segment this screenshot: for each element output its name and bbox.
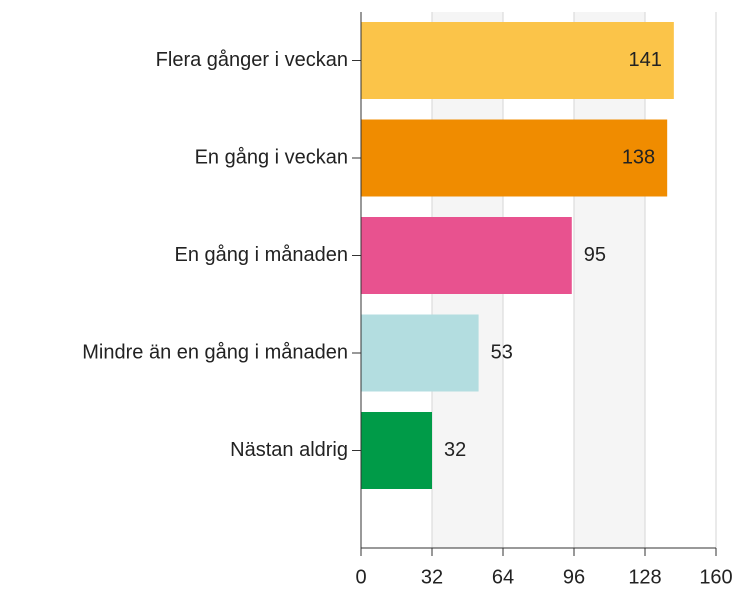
x-tick-label: 64	[492, 566, 514, 588]
bar	[361, 22, 674, 99]
value-label: 32	[444, 439, 466, 461]
bar	[361, 119, 668, 197]
x-tick-label: 160	[699, 566, 732, 588]
value-label: 95	[584, 244, 606, 266]
value-label: 138	[622, 146, 655, 168]
bar	[361, 217, 572, 294]
bar	[361, 314, 479, 392]
y-tick-label: Flera gånger i veckan	[156, 49, 348, 71]
bar	[361, 412, 432, 489]
x-tick-label: 0	[355, 566, 366, 588]
y-tick-label: Nästan aldrig	[230, 439, 348, 461]
y-tick-label: En gång i veckan	[195, 146, 348, 168]
grid-band	[574, 12, 645, 548]
y-tick-label: Mindre än en gång i månaden	[82, 341, 348, 363]
y-tick-label: En gång i månaden	[175, 244, 348, 266]
x-tick-label: 32	[421, 566, 443, 588]
x-tick-label: 96	[563, 566, 585, 588]
value-label: 53	[491, 341, 513, 363]
value-label: 141	[628, 49, 661, 71]
x-tick-label: 128	[628, 566, 661, 588]
